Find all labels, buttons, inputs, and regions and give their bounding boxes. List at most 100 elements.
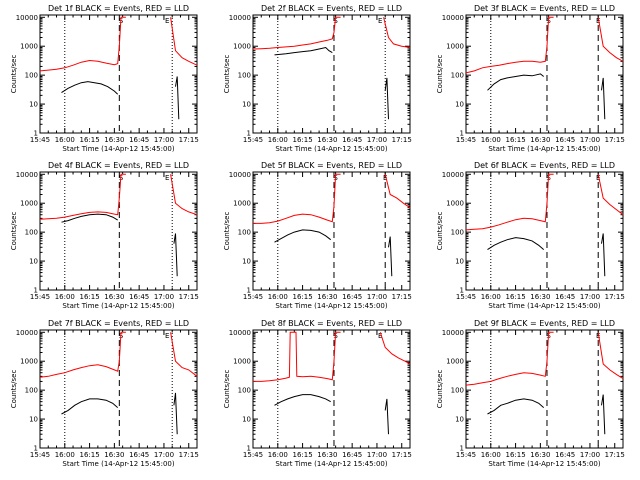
marker-e: E [596,332,600,340]
x-axis-label: Start Time (14-Apr-12 15:45:00) [275,302,387,310]
x-tick-label: 16:30 [104,136,124,144]
x-tick-label: 17:00 [154,451,174,459]
plot-frame [252,14,411,134]
x-tick-label: 17:00 [580,136,600,144]
plot-frame [252,171,411,291]
y-axis-label: Counts/sec [10,370,18,409]
panel-title: Det 9f BLACK = Events, RED = LLD [474,319,615,328]
marker-e: E [378,332,382,340]
y-axis-label: Counts/sec [10,55,18,94]
x-tick-label: 16:45 [555,451,575,459]
x-tick-label: 15:45 [30,451,50,459]
y-tick-label: 1000 [233,358,251,366]
red-series-line [597,174,624,216]
y-tick-label: 10 [455,101,464,109]
marker-e: E [596,17,600,25]
x-tick-label: 16:00 [55,136,75,144]
y-tick-label: 10000 [442,171,464,179]
x-tick-label: 17:00 [154,136,174,144]
x-tick-label: 16:30 [530,293,550,301]
y-tick-label: 100 [25,387,38,395]
x-tick-label: 16:15 [79,136,99,144]
plot-frame [465,329,624,449]
panel-title: Det 8f BLACK = Events, RED = LLD [261,319,402,328]
y-tick-label: 10 [455,416,464,424]
y-tick-label: 1 [460,130,464,138]
y-tick-label: 100 [25,72,38,80]
panel-title: Det 7f BLACK = Events, RED = LLD [48,319,189,328]
x-tick-label: 16:15 [292,451,312,459]
marker-e: E [383,174,387,182]
x-tick-label: 17:15 [605,451,625,459]
x-tick-label: 16:00 [481,451,501,459]
y-tick-label: 1 [247,445,251,453]
x-tick-label: 17:00 [580,293,600,301]
x-axis-label: Start Time (14-Apr-12 15:45:00) [275,460,387,468]
y-tick-label: 10000 [16,14,38,22]
y-tick-label: 10 [29,258,38,266]
red-series-line [597,332,624,380]
x-tick-label: 16:30 [317,293,337,301]
y-tick-label: 1 [460,445,464,453]
x-tick-label: 16:30 [104,451,124,459]
red-series-line [39,331,126,378]
black-series-line [601,233,606,277]
marker-e: E [165,17,169,25]
panel-det-9: Det 9f BLACK = Events, RED = LLD 1 10 100 10… [436,319,625,468]
marker-e: E [165,332,169,340]
red-series-line [253,173,341,224]
x-tick-label: 16:45 [129,136,149,144]
plot-frame [39,329,198,449]
x-axis-label: Start Time (14-Apr-12 15:45:00) [62,302,174,310]
red-series-line [253,331,341,382]
panel-title: Det 5f BLACK = Events, RED = LLD [261,161,402,170]
y-tick-label: 100 [238,229,251,237]
plot-frame [39,14,198,134]
red-series-line [39,16,126,72]
y-tick-label: 1000 [446,358,464,366]
black-series-line [601,394,606,435]
black-series-line [601,77,606,120]
y-tick-label: 100 [451,72,464,80]
x-tick-label: 16:30 [317,136,337,144]
y-tick-label: 1 [34,130,38,138]
y-tick-label: 100 [238,72,251,80]
y-tick-label: 1000 [446,200,464,208]
x-tick-label: 16:15 [292,136,312,144]
x-axis-label: Start Time (14-Apr-12 15:45:00) [62,460,174,468]
x-tick-label: 16:15 [505,451,525,459]
y-tick-label: 10000 [16,329,38,337]
red-series-line [465,173,554,231]
black-series-line [487,398,545,415]
panel-det-7: Det 7f BLACK = Events, RED = LLD 1 10 100 10… [10,319,199,468]
marker-s: S [546,332,551,340]
y-tick-label: 1000 [20,358,38,366]
y-tick-label: 10 [242,258,251,266]
x-tick-label: 16:45 [342,451,362,459]
black-series-line [274,229,332,243]
red-series-line [379,332,411,365]
y-tick-label: 1000 [233,200,251,208]
red-series-line [170,332,198,377]
black-series-line [274,394,331,406]
x-tick-label: 17:15 [392,293,412,301]
marker-e: E [378,17,382,25]
x-tick-label: 16:15 [292,293,312,301]
y-tick-label: 1 [247,287,251,295]
y-tick-label: 100 [238,387,251,395]
red-series-line [465,331,554,386]
marker-s: S [546,174,551,182]
y-tick-label: 10 [242,101,251,109]
y-axis-label: Counts/sec [436,212,444,251]
black-series-line [61,81,119,95]
red-series-line [465,16,554,74]
black-series-line [487,73,545,91]
x-tick-label: 15:45 [243,293,263,301]
x-axis-label: Start Time (14-Apr-12 15:45:00) [62,145,174,153]
panel-det-3: Det 3f BLACK = Events, RED = LLD 1 10 100 10… [436,4,625,153]
x-tick-label: 15:45 [456,136,476,144]
x-axis-label: Start Time (14-Apr-12 15:45:00) [488,460,600,468]
x-tick-label: 17:15 [392,136,412,144]
x-tick-label: 15:45 [456,293,476,301]
